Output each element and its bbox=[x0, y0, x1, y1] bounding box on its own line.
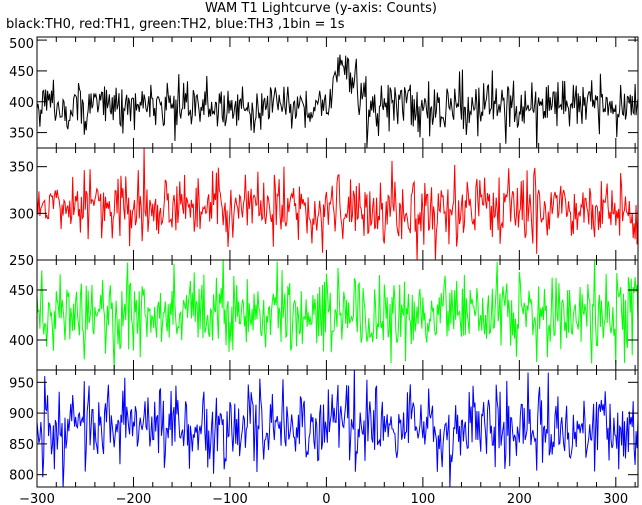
y-tick-label: 350 bbox=[9, 161, 34, 176]
panel-frame-th3 bbox=[36, 369, 639, 488]
x-tick-label: −300 bbox=[19, 492, 55, 505]
y-tick-label: 300 bbox=[9, 207, 34, 222]
y-tick-label: 250 bbox=[9, 254, 34, 269]
x-tick-label: −100 bbox=[212, 492, 248, 505]
x-tick-label: −200 bbox=[116, 492, 152, 505]
y-tick-label: 500 bbox=[9, 37, 34, 52]
series-th2 bbox=[37, 260, 638, 370]
series-th3 bbox=[37, 370, 638, 487]
x-tick-label: 0 bbox=[322, 492, 330, 505]
x-tick-label: 200 bbox=[507, 492, 532, 505]
x-tick-label: 100 bbox=[410, 492, 435, 505]
y-tick-label: 450 bbox=[9, 284, 34, 299]
y-tick-label: 850 bbox=[9, 438, 34, 453]
y-tick-label: 350 bbox=[9, 127, 34, 142]
y-tick-label: 800 bbox=[9, 469, 34, 484]
chart-title: WAM T1 Lightcurve (y-axis: Counts) bbox=[205, 1, 437, 16]
x-tick-label: 300 bbox=[603, 492, 628, 505]
chart-subtitle: black:TH0, red:TH1, green:TH2, blue:TH3 … bbox=[6, 17, 345, 32]
y-tick-label: 900 bbox=[9, 407, 34, 422]
y-tick-label: 400 bbox=[9, 334, 34, 349]
y-tick-label: 400 bbox=[9, 96, 34, 111]
y-tick-label: 450 bbox=[9, 65, 34, 80]
series-th0 bbox=[37, 54, 638, 148]
y-tick-label: 950 bbox=[9, 376, 34, 391]
series-th1 bbox=[37, 148, 638, 260]
